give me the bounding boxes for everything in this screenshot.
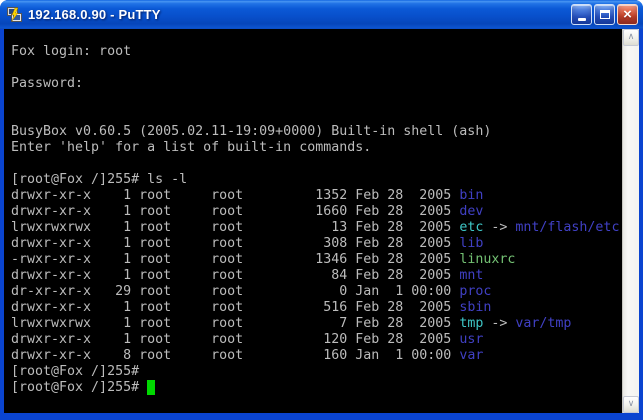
terminal-text-directory: var xyxy=(459,348,484,363)
terminal-screen[interactable]: Fox login: root Password: BusyBox v0.60.… xyxy=(4,29,622,413)
terminal-text-executable: linuxrc xyxy=(459,252,516,267)
terminal-line: drwxr-xr-x 1 root root 308 Feb 28 2005 l… xyxy=(11,236,622,252)
terminal-text: drwxr-xr-x 1 root root 84 Feb 28 2005 xyxy=(11,268,460,283)
terminal-line: drwxr-xr-x 8 root root 160 Jan 1 00:00 v… xyxy=(11,348,622,364)
terminal-line xyxy=(11,108,622,124)
scroll-up-button[interactable]: ∧ xyxy=(623,29,639,46)
terminal-container: Fox login: root Password: BusyBox v0.60.… xyxy=(4,29,639,413)
terminal-line: BusyBox v0.60.5 (2005.02.11-19:09+0000) … xyxy=(11,124,622,140)
terminal-line: lrwxrwxrwx 1 root root 13 Feb 28 2005 et… xyxy=(11,220,622,236)
terminal-text-directory: mnt xyxy=(459,268,484,283)
terminal-text-directory: bin xyxy=(459,188,484,203)
terminal-text: [root@Fox /]255# xyxy=(11,364,140,379)
terminal-text: dr-xr-xr-x 29 root root 0 Jan 1 00:00 xyxy=(11,284,460,299)
terminal-text: drwxr-xr-x 1 root root 120 Feb 28 2005 xyxy=(11,332,460,347)
terminal-line: dr-xr-xr-x 29 root root 0 Jan 1 00:00 pr… xyxy=(11,284,622,300)
terminal-scrollbar[interactable]: ∧ ∨ xyxy=(622,29,639,413)
terminal-text-directory: sbin xyxy=(459,300,492,315)
terminal-text: drwxr-xr-x 1 root root 1352 Feb 28 2005 xyxy=(11,188,460,203)
terminal-text: lrwxrwxrwx 1 root root 13 Feb 28 2005 xyxy=(11,220,460,235)
terminal-lines: Fox login: root Password: BusyBox v0.60.… xyxy=(11,44,622,396)
terminal-text: lrwxrwxrwx 1 root root 7 Feb 28 2005 xyxy=(11,316,460,331)
title-bar[interactable]: 192.168.0.90 - PuTTY × xyxy=(0,0,643,29)
terminal-text: Password: xyxy=(11,76,84,91)
terminal-line: drwxr-xr-x 1 root root 1352 Feb 28 2005 … xyxy=(11,188,622,204)
terminal-line: [root@Fox /]255# ls -l xyxy=(11,172,622,188)
terminal-line: [root@Fox /]255# xyxy=(11,364,622,380)
minimize-icon xyxy=(577,18,586,21)
close-button[interactable]: × xyxy=(617,4,638,25)
terminal-line xyxy=(11,156,622,172)
terminal-line: Password: xyxy=(11,76,622,92)
terminal-line: -rwxr-xr-x 1 root root 1346 Feb 28 2005 … xyxy=(11,252,622,268)
terminal-text: drwxr-xr-x 1 root root 1660 Feb 28 2005 xyxy=(11,204,460,219)
maximize-icon xyxy=(599,10,610,19)
terminal-text-directory: proc xyxy=(459,284,492,299)
terminal-text: -> xyxy=(483,316,516,331)
terminal-line: lrwxrwxrwx 1 root root 7 Feb 28 2005 tmp… xyxy=(11,316,622,332)
terminal-text: drwxr-xr-x 1 root root 308 Feb 28 2005 xyxy=(11,236,460,251)
terminal-text: BusyBox v0.60.5 (2005.02.11-19:09+0000) … xyxy=(11,124,492,139)
window-controls: × xyxy=(571,4,638,25)
terminal-line: [root@Fox /]255# xyxy=(11,380,622,396)
terminal-line: drwxr-xr-x 1 root root 516 Feb 28 2005 s… xyxy=(11,300,622,316)
terminal-text: Enter 'help' for a list of built-in comm… xyxy=(11,140,372,155)
terminal-text: [root@Fox /]255# xyxy=(11,380,148,395)
terminal-line xyxy=(11,60,622,76)
terminal-text-directory: var/tmp xyxy=(515,316,572,331)
scroll-down-button[interactable]: ∨ xyxy=(623,396,639,413)
window-title: 192.168.0.90 - PuTTY xyxy=(28,7,161,22)
minimize-button[interactable] xyxy=(571,4,592,25)
chevron-up-icon: ∧ xyxy=(627,32,635,42)
terminal-text-directory: mnt/flash/etc xyxy=(515,220,620,235)
terminal-text-symlink: tmp xyxy=(459,316,484,331)
terminal-text: drwxr-xr-x 8 root root 160 Jan 1 00:00 xyxy=(11,348,460,363)
terminal-text: -> xyxy=(483,220,516,235)
terminal-text: [root@Fox /]255# ls -l xyxy=(11,172,188,187)
terminal-line: drwxr-xr-x 1 root root 120 Feb 28 2005 u… xyxy=(11,332,622,348)
chevron-down-icon: ∨ xyxy=(627,399,635,409)
putty-icon[interactable] xyxy=(6,6,24,23)
terminal-line: Fox login: root xyxy=(11,44,622,60)
terminal-text: drwxr-xr-x 1 root root 516 Feb 28 2005 xyxy=(11,300,460,315)
terminal-line: Enter 'help' for a list of built-in comm… xyxy=(11,140,622,156)
terminal-text-directory: dev xyxy=(459,204,484,219)
terminal-text-directory: lib xyxy=(459,236,484,251)
close-icon: × xyxy=(623,6,632,23)
scrollbar-track[interactable] xyxy=(623,46,639,396)
terminal-cursor xyxy=(147,380,156,395)
terminal-line xyxy=(11,92,622,108)
maximize-button[interactable] xyxy=(594,4,615,25)
terminal-text: Fox login: root xyxy=(11,44,132,59)
terminal-line: drwxr-xr-x 1 root root 1660 Feb 28 2005 … xyxy=(11,204,622,220)
terminal-text: -rwxr-xr-x 1 root root 1346 Feb 28 2005 xyxy=(11,252,460,267)
terminal-text-directory: usr xyxy=(459,332,484,347)
terminal-text-symlink: etc xyxy=(459,220,484,235)
terminal-line: drwxr-xr-x 1 root root 84 Feb 28 2005 mn… xyxy=(11,268,622,284)
